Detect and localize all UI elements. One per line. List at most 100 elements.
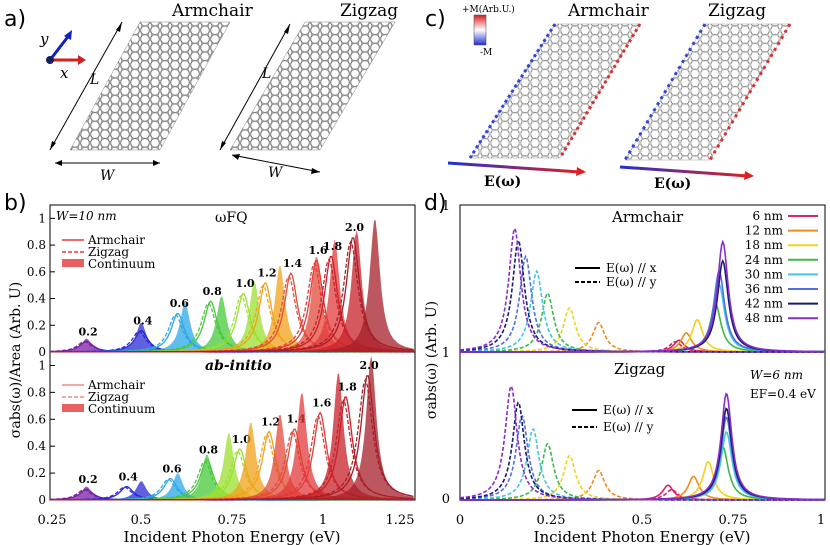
d-top-marks — [459, 226, 825, 353]
d-xtick-4: 1 — [817, 513, 825, 528]
d-xlabel: Incident Photon Energy (eV) — [534, 528, 751, 545]
d-bottom-legend: E(ω) // x E(ω) // y — [572, 403, 654, 434]
d-top-ytick: 1 — [442, 199, 450, 214]
b-bottom-legend-continuum: Continuum — [88, 402, 156, 416]
d-bottom-ytick: 0 — [442, 492, 450, 507]
edge-negative-zigzag — [623, 23, 707, 161]
b-xtick-1: 0.5 — [131, 513, 152, 528]
axis-y-label: y — [39, 30, 49, 48]
series-label-2.0: 2.0 — [360, 359, 379, 372]
d-xtick-0: 0 — [456, 513, 464, 528]
sheet-title-zigzag: Zigzag — [340, 1, 398, 21]
x-polarized-line-18nm — [460, 460, 825, 501]
ytick-label: 0.8 — [27, 385, 46, 399]
colorbar — [473, 14, 487, 46]
d-bottom-legend-y: E(ω) // y — [603, 420, 654, 434]
d-top-legend-x: E(ω) // x — [606, 261, 657, 275]
width-legend-label: 24 nm — [745, 253, 784, 267]
b-top-legend-armchair: Armchair — [87, 233, 145, 247]
d-xtick-2: 0.5 — [632, 513, 653, 528]
series-label-0.4: 0.4 — [119, 471, 138, 484]
b-top-marks: 0 0.2 0.4 0.6 0.8 1 0.2 0.4 0.6 0.8 1.01.2 1.4 1.61.… — [27, 211, 415, 359]
ytick-label: 0.2 — [27, 466, 46, 480]
efield-label-left: E(ω) — [484, 174, 521, 190]
series-label-0.2: 0.2 — [79, 325, 98, 338]
zigzag-line-2.0 — [50, 378, 414, 501]
ytick-label: 0.4 — [27, 292, 46, 306]
y-polarized-line-48nm — [460, 226, 825, 353]
magnetization-sheet-zigzag — [624, 23, 791, 161]
sheet-title-zigzag-c: Zigzag — [708, 1, 766, 21]
ytick-label: 0.6 — [27, 265, 46, 279]
x-polarized-line-24nm — [460, 445, 825, 501]
axis-x-label: x — [60, 64, 69, 82]
d-bottom-title: Zigzag — [614, 360, 666, 378]
series-label-1.8: 1.8 — [338, 380, 357, 393]
series-label-1.6: 1.6 — [308, 244, 327, 257]
ytick-label: 1 — [38, 358, 46, 372]
b-bottom-title: ab-initio — [205, 358, 272, 374]
efield-label-right: E(ω) — [654, 176, 691, 192]
series-label-0.2: 0.2 — [79, 473, 98, 486]
colorbar-top-label: +M(Arb.U.) — [462, 4, 515, 15]
series-label-1.8: 1.8 — [323, 240, 342, 253]
y-polarized-line-48nm — [459, 384, 825, 501]
ytick-label: 0.4 — [27, 439, 46, 453]
ytick-label: 1 — [38, 211, 46, 225]
panel-b: b) 00.20.40.60.810.20.40.60.81.01.21.41.… — [4, 191, 416, 545]
colorbar-bottom-label: -M — [480, 48, 492, 58]
d-bottom-width: W=6 nm — [750, 368, 803, 382]
b-top-legend-continuum: Continuum — [88, 257, 156, 271]
y-polarized-line-30nm — [460, 427, 825, 501]
b-bottom-marks: 00.20.40.60.810.2 0.40.60.81.01.2 1.41.61.… — [27, 356, 415, 507]
panel-c: c) +M(Arb.U.) -M Armchair Zigzag E(ω) E(… — [425, 1, 792, 192]
ytick-label: 0.8 — [27, 238, 46, 252]
continuum-peak-0.8 — [50, 296, 415, 352]
d-top-legend-y: E(ω) // y — [606, 275, 657, 289]
d-top-title: Armchair — [611, 208, 684, 226]
d-mid-ytick: 1 — [442, 346, 450, 361]
continuum-peak-0.2 — [50, 338, 415, 352]
width-legend-label: 48 nm — [745, 311, 784, 325]
ytick-label: 0 — [38, 345, 46, 359]
d-xtick-1: 0.25 — [537, 513, 566, 528]
width-legend-label: 12 nm — [745, 224, 784, 238]
width-legend-label: 18 nm — [745, 238, 784, 252]
sheet-title-armchair: Armchair — [171, 1, 254, 21]
d-top-legend: E(ω) // x E(ω) // y — [575, 261, 657, 289]
y-polarized-line-12nm — [460, 469, 825, 501]
b-xtick-4: 1.25 — [386, 513, 415, 528]
efield-arrow-right — [619, 165, 749, 178]
series-label-0.8: 0.8 — [203, 285, 222, 298]
panel-label-b: b) — [4, 191, 27, 216]
ytick-label: 0.2 — [27, 318, 46, 332]
panel-label-a: a) — [4, 7, 26, 32]
continuum-peak-1.0 — [50, 433, 415, 500]
magnetization-sheet-armchair — [469, 23, 641, 159]
continuum-peak-1.8 — [50, 373, 415, 500]
series-label-1.2: 1.2 — [257, 267, 276, 280]
b-ylabel: σabs(ω)/Area (Arb. U) — [8, 282, 24, 438]
zigzag-line-0.4 — [50, 330, 414, 353]
width-label-left: W — [100, 168, 116, 184]
ytick-label: 0.6 — [27, 412, 46, 426]
efield-arrow-left — [447, 161, 581, 174]
b-xtick-0: 0.25 — [38, 513, 67, 528]
continuum-peak-0.4 — [50, 481, 415, 500]
edge-positive-zigzag — [708, 23, 792, 161]
series-label-0.8: 0.8 — [199, 444, 218, 457]
d-ylabel: σabs(ω) (Arb. U) — [424, 301, 440, 419]
width-label-right: W — [268, 165, 284, 181]
panel-d: d) Armchair Zigzag W=6 nm EF=0.4 eV E(ω)… — [424, 191, 826, 545]
b-top-title: ωFQ — [215, 210, 248, 226]
b-bottom-legend-zigzag: Zigzag — [88, 390, 129, 404]
zigzag-line-2.0 — [50, 240, 414, 353]
sheet-title-armchair-c: Armchair — [567, 1, 650, 21]
series-label-0.6: 0.6 — [170, 297, 189, 310]
d-xtick-3: 0.75 — [719, 513, 748, 528]
width-legend-label: 36 nm — [745, 282, 784, 296]
panel-a: a) y x Armchair Zigzag L W L W — [4, 1, 398, 184]
series-label-0.6: 0.6 — [162, 462, 181, 475]
width-legend-label: 30 nm — [745, 267, 784, 281]
